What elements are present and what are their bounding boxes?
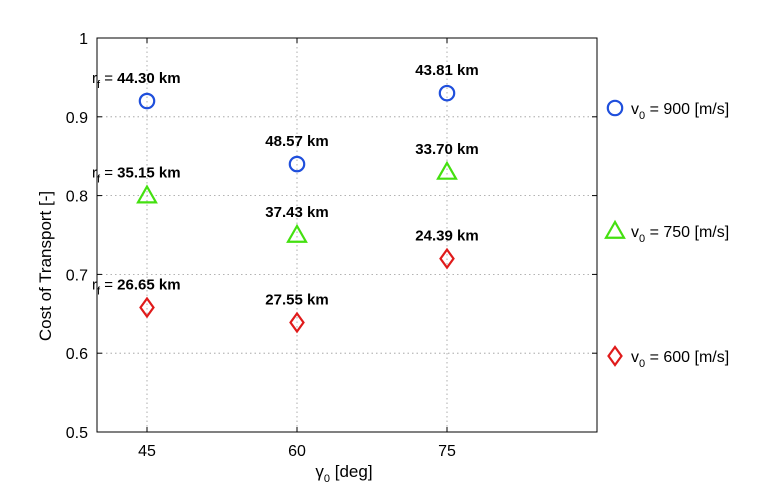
y-tick-label: 0.8 [66,189,88,206]
data-label: 27.55 km [265,291,328,308]
y-tick-label: 0.6 [66,346,88,363]
data-points [136,84,458,334]
x-axis-ticks: 45 60 75 [138,38,456,460]
y-tick-label: 0.5 [66,425,88,442]
data-label: rf = 44.30 km [92,70,181,91]
x-axis-label-subscript: 0 [324,473,330,485]
legend-diamond-icon [607,345,623,367]
circle-point [138,92,156,110]
data-label: rf = 35.15 km [92,165,181,186]
plot-frame [96,37,598,433]
data-label: 33.70 km [415,141,478,158]
x-tick-label: 75 [438,443,456,460]
diamond-point [289,311,305,334]
legend-label: v0 = 600 [m/s] [631,349,729,370]
triangle-point [286,223,308,243]
y-axis-ticks: 0.5 0.6 0.7 0.8 0.9 1 [66,31,597,442]
x-tick-label: 45 [138,443,156,460]
y-tick-label: 1 [79,31,88,48]
y-tick-label: 0.7 [66,267,88,284]
data-label: 48.57 km [265,133,328,150]
x-tick-label: 60 [288,443,306,460]
triangle-point [136,184,158,204]
triangle-point [436,160,458,180]
legend-entry: v0 = 600 [m/s] [607,345,729,370]
legend-label: v0 = 750 [m/s] [631,224,729,245]
circle-point [438,84,456,102]
legend-triangle-icon [604,219,626,239]
x-axis-label: γ0 [deg] [315,462,372,485]
diamond-point [439,247,455,270]
data-label: 43.81 km [415,62,478,79]
circle-point [288,155,306,173]
y-axis-label: Cost of Transport [-] [36,191,55,341]
legend-entry: v0 = 750 [m/s] [604,219,729,245]
legend: v0 = 900 [m/s] v0 = 750 [m/s] v0 = 600 [m/… [604,99,729,370]
plot-border [96,37,598,433]
legend-label: v0 = 900 [m/s] [631,101,729,122]
diamond-point [139,296,155,319]
data-label: rf = 26.65 km [92,276,181,297]
data-label: 24.39 km [415,228,478,245]
data-label: 37.43 km [265,204,328,221]
data-labels: rf = 44.30 km 48.57 km 43.81 km rf = 35.15 … [92,62,479,308]
legend-entry: v0 = 900 [m/s] [606,99,729,122]
y-tick-label: 0.9 [66,110,88,127]
x-axis-label-symbol: γ [315,462,324,481]
grid-lines [97,38,597,432]
x-axis-label-unit: [deg] [330,462,373,481]
legend-circle-icon [606,99,624,117]
